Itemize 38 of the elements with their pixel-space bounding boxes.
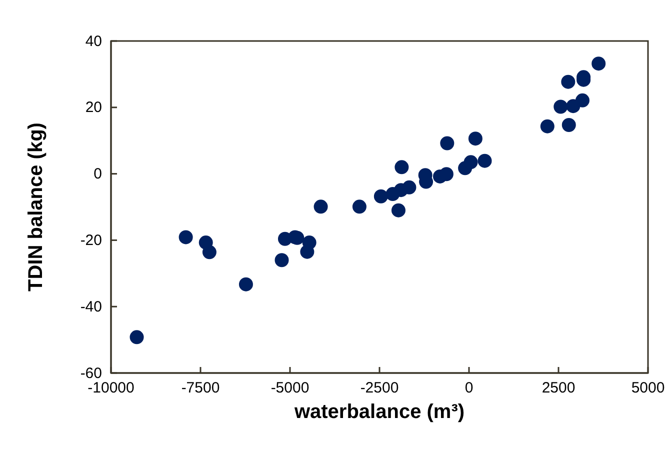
point xyxy=(464,155,478,170)
point xyxy=(468,132,482,146)
point xyxy=(540,119,554,134)
point xyxy=(178,230,193,244)
point xyxy=(391,203,406,218)
point xyxy=(314,200,328,214)
x-tick-label: -5000 xyxy=(270,380,310,397)
point xyxy=(202,245,216,260)
point xyxy=(478,154,492,168)
point xyxy=(238,277,253,292)
y-tick-label: 0 xyxy=(94,166,102,183)
point xyxy=(562,118,576,132)
x-tick-label: 0 xyxy=(464,380,474,397)
point xyxy=(394,160,409,174)
point xyxy=(575,93,590,108)
x-tick-label: -7500 xyxy=(181,380,220,397)
point xyxy=(300,244,314,259)
point xyxy=(592,56,606,71)
y-tick-label: -60 xyxy=(80,364,102,382)
x-tick-label: 5000 xyxy=(631,380,665,397)
point xyxy=(374,189,388,204)
x-tick-label: 2500 xyxy=(542,380,576,397)
y-tick-label: -20 xyxy=(80,232,102,249)
point xyxy=(402,180,416,194)
x-tick-label: -2500 xyxy=(360,380,399,397)
x-axis-title: waterbalance (m³) xyxy=(293,401,465,423)
y-tick-label: 20 xyxy=(85,99,102,116)
y-axis-title: TDIN balance (kg) xyxy=(25,122,47,292)
point xyxy=(554,100,568,114)
point xyxy=(561,74,576,89)
y-tick-label: 40 xyxy=(85,32,102,50)
y-tick-label: -40 xyxy=(80,298,102,316)
point xyxy=(439,167,454,182)
point xyxy=(274,253,289,268)
point xyxy=(352,200,366,214)
point xyxy=(440,136,454,150)
x-tick-label: -10000 xyxy=(88,380,134,397)
point xyxy=(130,330,144,344)
